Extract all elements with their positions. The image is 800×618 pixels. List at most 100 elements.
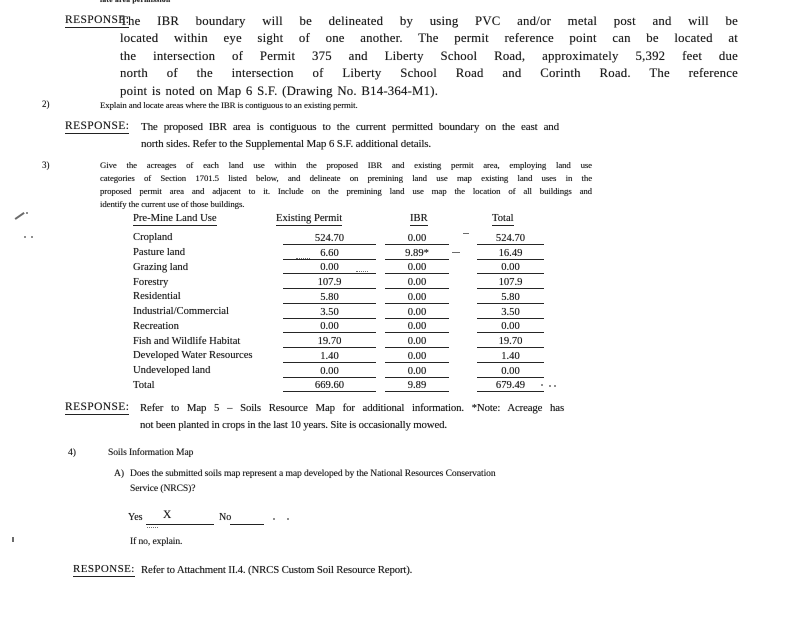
item3-line: proposed permit area and adjacent to it.… [100,186,592,197]
cell-existing-permit: 1.40 [283,351,376,363]
table-row: Residential 5.80 0.00 5.80 [0,289,800,304]
scan-artifact [24,236,26,238]
cell-existing-permit: 524.70 [283,233,376,245]
yes-blank [146,524,214,525]
scan-artifact [549,385,551,387]
cell-total: 16.49 [477,248,544,260]
row-label: Industrial/Commercial [133,306,229,318]
scan-artifact [356,271,368,272]
response2-line: north sides. Refer to the Supplemental M… [141,138,432,151]
item3-line: categories of Section 1701.5 listed belo… [100,173,592,184]
scan-artifact [147,527,158,528]
row-label: Residential [133,291,181,303]
item4-title: Soils Information Map [108,447,194,458]
cell-total: 1.40 [477,351,544,363]
item2-question: Explain and locate areas where the IBR i… [100,100,358,110]
scan-artifact [31,236,33,238]
cell-total: 0.00 [477,366,544,378]
row-label: Developed Water Resources [133,350,253,362]
land-use-table: Pre-Mine Land Use Existing Permit IBR To… [0,213,800,398]
table-row: Pasture land 6.60 9.89* 16.49 [0,245,800,260]
response4-text: Refer to Attachment II.4. (NRCS Custom S… [141,564,413,576]
item3-number: 3) [42,160,50,170]
row-label: Fish and Wildlife Habitat [133,335,241,347]
cell-total: 5.80 [477,292,544,304]
cell-existing-permit: 5.80 [283,292,376,304]
cell-existing-permit: 107.9 [283,277,376,290]
response1-label: RESPONSE: [65,14,130,28]
response1-text: The IBR boundary will be delineated by u… [120,13,738,100]
row-label: Forestry [133,276,169,288]
cell-ibr: 9.89* [385,248,449,260]
cell-total: 3.50 [477,307,544,319]
scan-artifact [554,385,556,387]
scan-artifact [12,537,14,542]
cell-ibr: 0.00 [385,233,449,245]
table-row: Industrial/Commercial 3.50 0.00 3.50 [0,304,800,319]
scan-artifact [452,252,460,253]
cell-ibr: 0.00 [385,277,449,290]
cell-ibr: 0.00 [385,307,449,319]
response1-line: the intersection of Permit 375 and Liber… [120,48,738,63]
table-row: Cropland 524.70 0.00 524.70 [0,230,800,245]
cell-total: 107.9 [477,277,544,290]
header-ibr: IBR [410,213,428,226]
cell-ibr: 0.00 [385,351,449,363]
response1-line: The IBR boundary will be delineated by u… [120,14,738,28]
response1-line: north of the intersection of Liberty Sch… [120,66,738,81]
row-label: Recreation [133,320,179,332]
no-label: No [219,512,232,523]
scan-artifact [273,518,275,520]
cell-ibr: 0.00 [385,336,449,349]
response3-label: RESPONSE: [65,401,130,415]
table-row-total: Total 669.60 9.89 679.49 [0,378,800,393]
if-no-explain-text: If no, explain. [130,536,183,547]
cell-total: 0.00 [477,262,544,275]
table-row: Developed Water Resources 1.40 0.00 1.40 [0,348,800,363]
table-row: Recreation 0.00 0.00 0.00 [0,319,800,334]
land-use-table-body: Cropland 524.70 0.00 524.70 Pasture land… [0,230,800,393]
response3-text: Refer to Map 5 – Soils Resource Map for … [140,400,564,434]
table-row: Undeveloped land 0.00 0.00 0.00 [0,363,800,378]
questionA-line: Does the submitted soils map represent a… [130,468,496,479]
item3-line: Give the acreages of each land use withi… [100,160,592,170]
cell-ibr: 0.00 [385,321,449,334]
cell-existing-permit: 6.60 [283,248,376,260]
response2-text: The proposed IBR area is contiguous to t… [141,119,559,153]
row-label: Grazing land [133,261,189,273]
questionA-text: Does the submitted soils map represent a… [130,467,575,496]
cell-existing-permit: 0.00 [283,262,376,275]
cell-total: 679.49 [477,380,544,393]
scan-artifact [541,384,543,386]
row-label: Cropland [133,232,173,244]
questionA-line: Service (NRCS)? [130,482,196,494]
row-label: Total [133,379,155,391]
cell-ibr: 0.00 [385,292,449,304]
scan-artifact [296,258,310,259]
cell-existing-permit: 3.50 [283,307,376,319]
questionA-number: A) [114,468,124,479]
cell-ibr: 0.00 [385,366,449,378]
cell-existing-permit: 0.00 [283,366,376,378]
table-row: Grazing land 0.00 0.00 0.00 [0,260,800,275]
cell-total: 19.70 [477,336,544,349]
cell-existing-permit: 669.60 [283,380,376,393]
table-row: Forestry 107.9 0.00 107.9 [0,274,800,290]
table-row: Fish and Wildlife Habitat 19.70 0.00 19.… [0,333,800,349]
item4-number: 4) [68,447,76,458]
item3-line: identify the current use of those buildi… [100,199,245,210]
response1-line: located within eye sight of one another.… [120,31,738,46]
no-blank [230,524,264,525]
cell-ibr: 0.00 [385,262,449,275]
header-pre-mine-land-use: Pre-Mine Land Use [133,213,217,226]
cell-ibr: 9.89 [385,380,449,393]
response2-line: The proposed IBR area is contiguous to t… [141,121,559,133]
response3-line: Refer to Map 5 – Soils Resource Map for … [140,402,564,414]
scan-artifact [463,233,469,234]
item2-number: 2) [42,99,50,109]
response3-line: not been planted in crops in the last 10… [140,419,447,432]
top-cutoff-text: late area permission [100,0,170,4]
yes-x-mark: X [163,509,172,521]
response4-label: RESPONSE: [73,563,135,577]
